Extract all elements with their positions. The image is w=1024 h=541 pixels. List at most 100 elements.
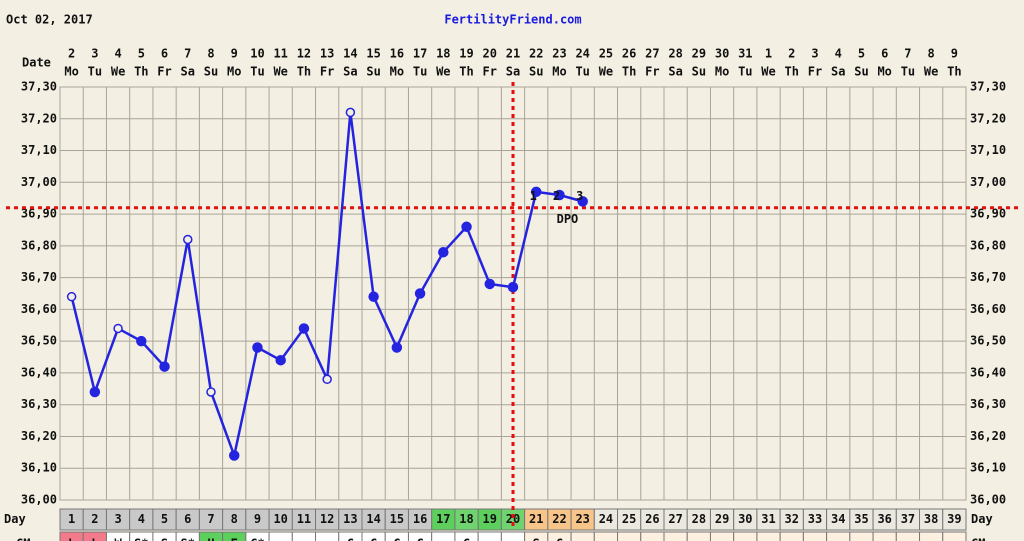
y-tick-label-right: 36,80: [970, 238, 1006, 252]
temperature-point: [159, 361, 170, 372]
cm-cell: [454, 531, 479, 541]
weekday-label: Mo: [390, 65, 404, 79]
cm-cell: [663, 531, 688, 541]
date-label: 10: [250, 47, 264, 61]
y-tick-label: 36,60: [21, 302, 57, 316]
temperature-point: [391, 342, 403, 353]
y-tick-label: 36,50: [21, 334, 57, 348]
date-label: 15: [366, 47, 380, 61]
date-label: 12: [297, 47, 311, 61]
cm-value: S: [533, 537, 540, 541]
y-tick-label: 36,00: [21, 493, 57, 507]
temperature-point: [414, 288, 426, 299]
y-tick-label: 36,30: [21, 397, 57, 411]
cm-value: S*: [134, 537, 148, 541]
weekday-label: Tu: [738, 65, 752, 79]
cm-value: S: [161, 537, 168, 541]
x-tick-label: 25: [622, 512, 636, 526]
y-tick-label-right: 37,20: [970, 111, 1006, 125]
y-tick-label: 36,80: [21, 238, 57, 252]
site-name: FertilityFriend.com: [444, 13, 581, 27]
cm-value: –: [486, 537, 494, 541]
weekday-label: Fr: [320, 65, 334, 79]
date-label: 20: [483, 47, 497, 61]
weekday-label: Su: [204, 65, 218, 79]
date-label: 26: [622, 47, 636, 61]
x-tick-label: 14: [366, 512, 380, 526]
weekday-label: Tu: [413, 65, 427, 79]
x-tick-label: 30: [738, 512, 752, 526]
date-label: 29: [692, 47, 706, 61]
cm-cell: [477, 531, 502, 541]
date-label: 14: [343, 47, 357, 61]
cm-value: W: [114, 537, 122, 541]
weekday-label: We: [924, 65, 938, 79]
day-cell: [942, 508, 967, 531]
x-tick-label: 34: [831, 512, 845, 526]
y-tick-label-right: 36,20: [970, 429, 1006, 443]
cm-cell: [547, 531, 572, 541]
x-tick-label: 21: [529, 512, 543, 526]
cm-value: L: [68, 537, 75, 541]
cm-cell: [384, 531, 409, 541]
cm-cell: [617, 531, 642, 541]
date-label: 3: [91, 47, 98, 61]
cm-value: –: [277, 537, 285, 541]
weekday-label: We: [273, 65, 287, 79]
weekday-label: Sa: [831, 65, 845, 79]
cm-cell: [709, 531, 735, 541]
weekday-label: We: [436, 65, 450, 79]
dpo-label: 2: [553, 189, 560, 203]
y-tick-label: 36,40: [21, 365, 57, 379]
date-label: 5: [858, 47, 865, 61]
x-tick-label: 26: [645, 512, 659, 526]
temperature-point: [438, 246, 449, 258]
date-label: 4: [114, 47, 121, 61]
temperature-point: [345, 107, 356, 118]
cm-cell: [268, 531, 293, 541]
x-tick-label: 5: [161, 512, 168, 526]
x-tick-label: 39: [947, 512, 961, 526]
x-tick-label: 20: [506, 512, 520, 526]
cm-value: C*: [250, 537, 264, 541]
temperature-point: [484, 278, 496, 290]
x-tick-label: 15: [390, 512, 404, 526]
temperature-point: [577, 196, 588, 207]
date-label: 8: [928, 47, 935, 61]
y-tick-label: 36,70: [21, 270, 57, 284]
cm-label: CM: [16, 537, 30, 541]
weekday-label: Th: [947, 65, 961, 79]
weekday-label: Su: [366, 65, 380, 79]
temperature-point: [275, 354, 286, 366]
cm-cell: [942, 531, 967, 541]
temperature-point: [228, 450, 240, 461]
date-label: 4: [835, 47, 842, 61]
temperature-point: [113, 323, 123, 334]
temperature-point: [298, 323, 310, 334]
cm-cell: [640, 531, 665, 541]
weekday-label: We: [599, 65, 613, 79]
date-label: 27: [645, 47, 659, 61]
cm-cell: [175, 531, 200, 541]
x-tick-label: 33: [808, 512, 822, 526]
date-label: 30: [715, 47, 729, 61]
cm-cell: [129, 531, 154, 541]
date-label: 25: [599, 47, 613, 61]
date-label: 23: [552, 47, 566, 61]
cm-cell: [756, 531, 781, 541]
cm-value: E: [231, 537, 238, 541]
cm-value: –: [509, 537, 517, 541]
x-tick-label: 27: [668, 512, 682, 526]
cm-value: C: [416, 537, 423, 541]
temperature-point: [530, 186, 542, 198]
x-tick-label: 16: [413, 512, 427, 526]
weekday-label: Mo: [715, 65, 729, 79]
cm-cell: [222, 531, 247, 541]
cm-cell: [919, 531, 944, 541]
temperature-point: [461, 221, 472, 233]
temperature-point: [507, 281, 519, 293]
date-label: Date: [22, 56, 51, 70]
y-tick-label-right: 36,50: [970, 334, 1006, 348]
x-tick-label: 10: [273, 512, 287, 526]
